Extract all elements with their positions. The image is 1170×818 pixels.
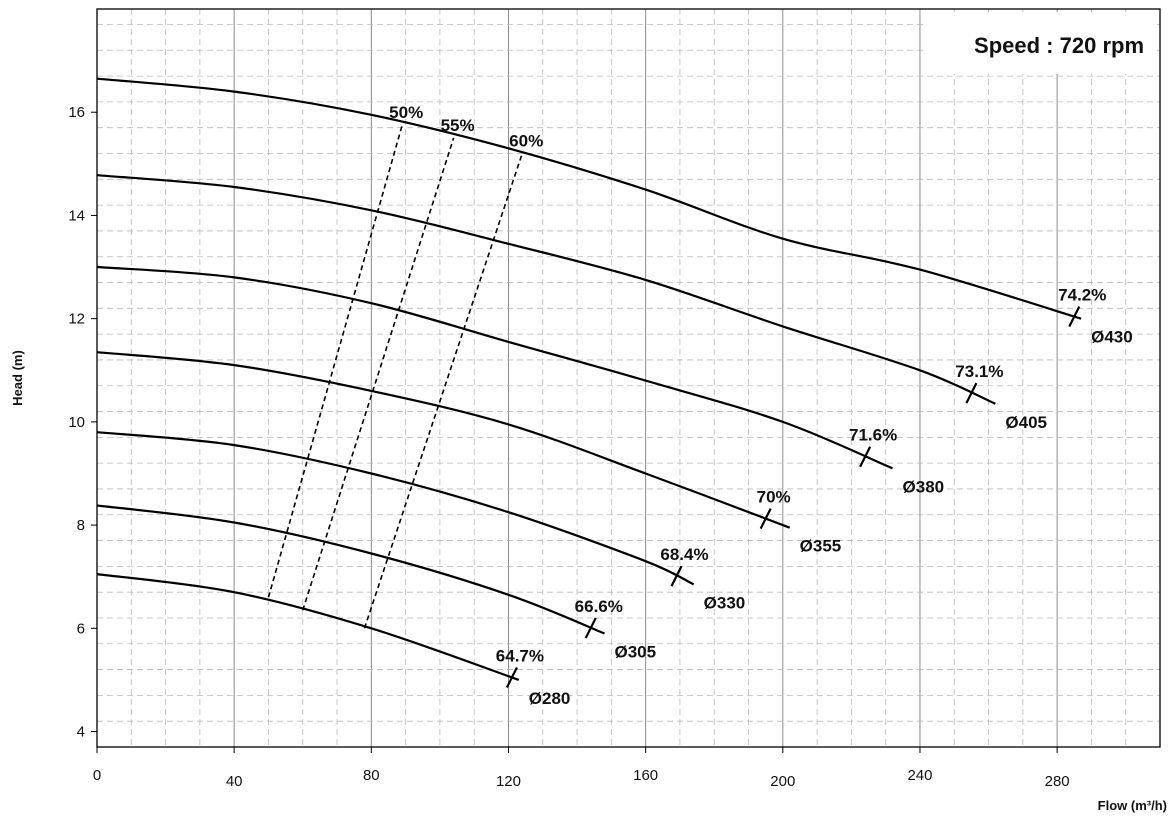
curve-diameter-label: Ø430 xyxy=(1091,328,1133,347)
curve-d405 xyxy=(96,174,996,405)
curve-end-mark xyxy=(670,565,683,587)
x-tick-label: 120 xyxy=(496,773,521,790)
curve-end-mark xyxy=(584,617,597,639)
y-tick-label: 14 xyxy=(68,207,85,224)
x-tick-label: 160 xyxy=(633,767,658,784)
curve-diameter-label: Ø280 xyxy=(529,689,571,708)
curve-efficiency-label: 66.6% xyxy=(575,597,623,616)
performance-curves: Ø430 74.2% Ø405 73.1% Ø380 71.6% Ø355 70% Ø330 68… xyxy=(96,77,1133,708)
x-tick-label: 40 xyxy=(226,773,243,790)
x-tick-label: 0 xyxy=(93,767,101,784)
x-tick-label: 80 xyxy=(363,767,380,784)
x-axis-label: Flow (m³/h) xyxy=(1098,798,1167,813)
speed-label: Speed : 720 rpm xyxy=(974,33,1144,58)
y-tick-label: 12 xyxy=(68,311,85,328)
curve-d330 xyxy=(96,431,695,586)
x-tick-label: 200 xyxy=(770,773,795,790)
y-tick-label: 4 xyxy=(77,724,85,741)
x-tick-label: 240 xyxy=(907,767,932,784)
curve-efficiency-label: 74.2% xyxy=(1058,286,1106,305)
efficiency-line-55pct xyxy=(301,137,455,611)
efficiency-line-label: 60% xyxy=(509,132,543,151)
curve-diameter-label: Ø305 xyxy=(614,642,656,661)
efficiency-line-60pct xyxy=(363,153,523,629)
curve-end-mark xyxy=(965,382,978,404)
curve-diameter-label: Ø380 xyxy=(903,477,945,496)
curve-end-mark xyxy=(859,446,872,468)
y-tick-label: 10 xyxy=(68,414,85,431)
plot-frame xyxy=(96,8,1161,748)
curve-d430 xyxy=(96,77,1082,320)
curve-d380 xyxy=(96,265,893,470)
curve-efficiency-label: 71.6% xyxy=(849,426,897,445)
curve-d305 xyxy=(96,504,605,635)
curve-end-mark xyxy=(1068,306,1081,328)
efficiency-line-50pct xyxy=(267,124,403,598)
curve-diameter-label: Ø405 xyxy=(1005,413,1047,432)
curve-efficiency-label: 68.4% xyxy=(660,545,708,564)
curve-end-mark xyxy=(759,508,772,530)
efficiency-line-label: 50% xyxy=(389,103,423,122)
curve-end-mark xyxy=(505,667,518,689)
curve-diameter-label: Ø355 xyxy=(800,537,842,556)
y-tick-label: 6 xyxy=(77,620,85,637)
efficiency-lines: 50% 55% 60% xyxy=(267,103,543,629)
curve-efficiency-label: 73.1% xyxy=(955,362,1003,381)
y-axis-ticks: 4 6 8 10 12 14 16 xyxy=(68,104,97,741)
y-tick-label: 16 xyxy=(68,104,85,121)
x-axis-ticks: 0 40 80 120 160 200 240 280 xyxy=(93,747,1070,790)
curve-efficiency-label: 70% xyxy=(757,488,791,507)
curve-d280 xyxy=(96,573,520,681)
grid xyxy=(97,9,1160,747)
curve-diameter-label: Ø330 xyxy=(704,593,746,612)
x-tick-label: 280 xyxy=(1045,773,1070,790)
curve-d355 xyxy=(96,351,791,529)
y-tick-label: 8 xyxy=(77,517,85,534)
curve-efficiency-label: 64.7% xyxy=(496,647,544,666)
speed-label-background xyxy=(925,12,1157,74)
efficiency-line-label: 55% xyxy=(441,116,475,135)
y-axis-label: Head (m) xyxy=(10,350,25,406)
